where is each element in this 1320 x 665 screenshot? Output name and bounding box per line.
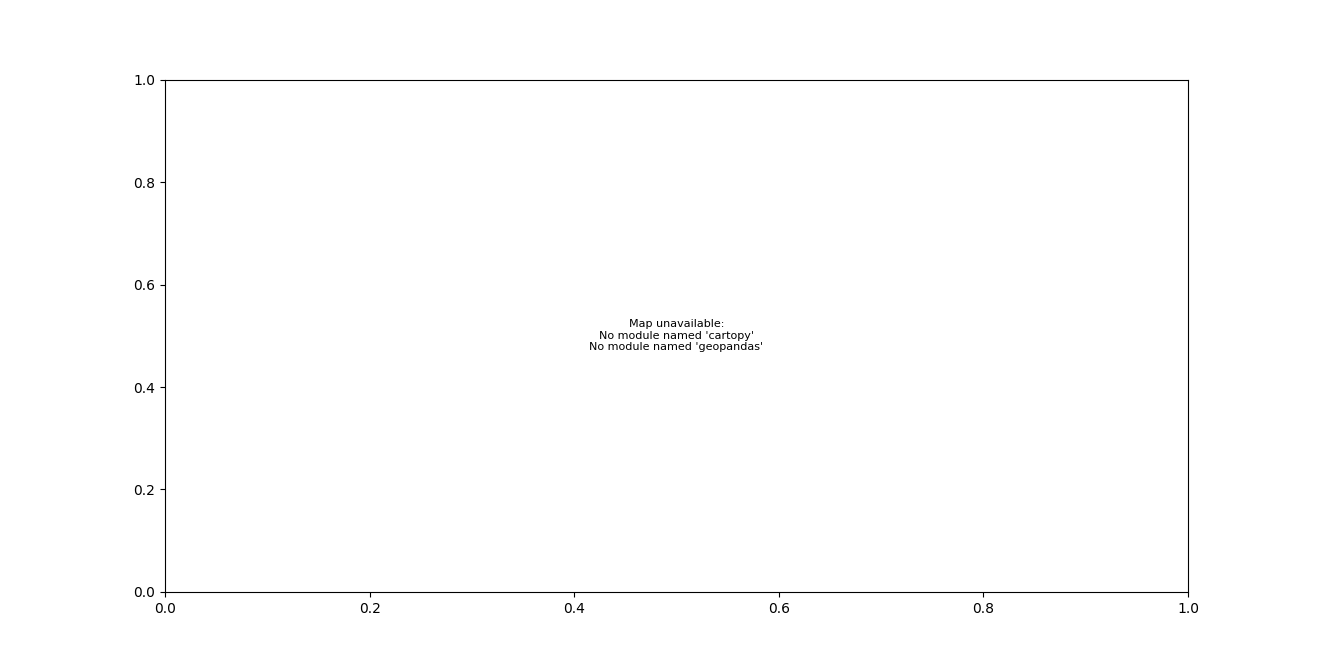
Text: Map unavailable:
No module named 'cartopy'
No module named 'geopandas': Map unavailable: No module named 'cartop…	[590, 319, 763, 352]
